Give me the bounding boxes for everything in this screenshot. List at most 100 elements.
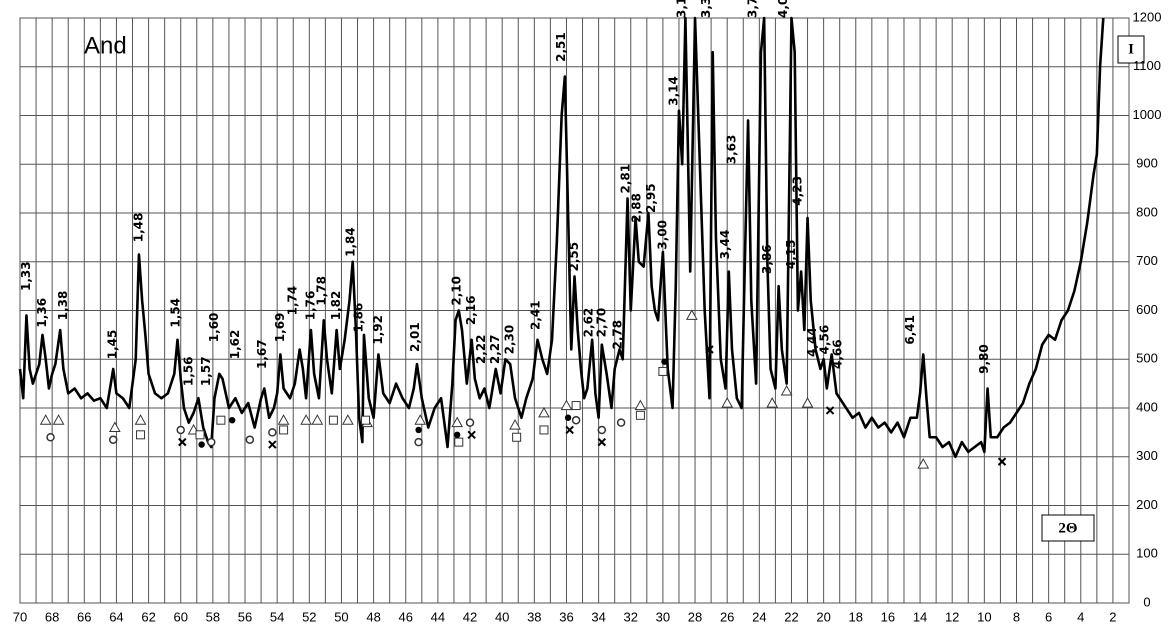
phase-marker <box>705 345 714 354</box>
peak-label: 1,60 <box>207 313 221 343</box>
peak-label: 4,56 <box>818 325 832 355</box>
phase-marker <box>414 414 427 425</box>
x-tick-label: 68 <box>45 609 59 624</box>
phase-marker <box>415 426 422 434</box>
peak-label: 4,15 <box>784 239 798 269</box>
peak-label: 2,78 <box>610 320 624 350</box>
phase-marker <box>451 416 464 428</box>
phase-marker <box>766 397 779 408</box>
phase-marker <box>509 419 521 430</box>
x-tick-label: 20 <box>816 609 830 624</box>
phase-marker <box>997 457 1007 466</box>
peak-label: 2,01 <box>408 322 422 352</box>
phase-marker <box>685 309 698 320</box>
peak-label: 1,78 <box>315 276 329 306</box>
peak-label: 1,54 <box>168 298 182 328</box>
phase-marker <box>780 384 793 396</box>
peak-label: 4,66 <box>831 339 845 369</box>
phase-marker <box>453 431 461 439</box>
phase-marker <box>661 358 668 365</box>
x-tick-label: 52 <box>302 609 316 624</box>
peak-label: 2,88 <box>630 193 644 223</box>
phase-marker <box>634 399 647 411</box>
x-tick-label: 8 <box>1013 609 1020 624</box>
phase-marker <box>136 430 146 440</box>
x-tick-label: 28 <box>688 609 702 624</box>
y-tick-label: 1100 <box>1133 58 1161 73</box>
phase-marker <box>198 441 205 448</box>
peak-label: 4,44 <box>805 327 819 357</box>
phase-marker <box>560 399 573 411</box>
peak-label: 2,95 <box>644 183 658 213</box>
peak-label: 2,55 <box>567 242 581 272</box>
phase-marker <box>538 406 550 418</box>
x-tick-label: 12 <box>945 609 959 624</box>
peak-label: 2,70 <box>594 308 608 338</box>
y-tick-label: 400 <box>1136 399 1158 414</box>
x-tick-label: 56 <box>238 609 252 624</box>
peak-label: 3,14 <box>667 76 681 106</box>
peak-label: 1,67 <box>255 339 269 369</box>
y-tick-label: 800 <box>1136 204 1158 219</box>
peak-label: 2,22 <box>474 335 488 365</box>
phase-marker <box>216 415 226 425</box>
phase-marker <box>565 425 574 435</box>
phase-marker <box>178 437 187 447</box>
phase-marker <box>917 458 930 469</box>
phase-marker <box>277 414 290 425</box>
phase-marker <box>454 437 464 447</box>
x-tick-label: 48 <box>366 609 380 624</box>
peak-label: 1,33 <box>19 261 33 291</box>
phase-marker <box>825 406 835 415</box>
x-box-label: 2Θ <box>1058 520 1077 536</box>
x-tick-label: 50 <box>334 609 348 624</box>
y-tick-label: 300 <box>1136 448 1158 463</box>
peak-label: 6,41 <box>903 315 917 345</box>
peak-label: 1,92 <box>371 315 385 345</box>
peak-label: 3,00 <box>655 220 669 250</box>
phase-marker <box>176 425 185 435</box>
peak-label: 2,51 <box>554 32 568 62</box>
y-box-label: I <box>1128 41 1134 57</box>
phase-marker <box>801 397 814 408</box>
x-tick-label: 62 <box>141 609 155 624</box>
phase-marker <box>52 414 65 425</box>
peak-label: 3,32 <box>699 0 713 18</box>
phase-marker <box>571 401 581 411</box>
peak-label: 1,82 <box>329 291 343 321</box>
peak-label: 1,48 <box>131 213 145 243</box>
phase-marker <box>635 410 645 420</box>
x-tick-label: 22 <box>784 609 798 624</box>
phase-marker <box>268 428 277 437</box>
x-tick-label: 66 <box>77 609 91 624</box>
phase-marker <box>39 414 52 425</box>
phase-marker <box>658 366 668 376</box>
peak-label: 2,81 <box>618 164 632 194</box>
phase-marker <box>228 416 236 424</box>
phase-marker <box>616 418 626 427</box>
x-tick-label: 34 <box>591 609 605 624</box>
y-tick-label: 100 <box>1136 546 1158 561</box>
x-tick-label: 18 <box>849 609 863 624</box>
phase-marker <box>207 437 216 447</box>
phase-marker <box>134 414 147 425</box>
x-tick-label: 26 <box>720 609 734 624</box>
peak-label: 1,56 <box>181 356 195 386</box>
phase-marker <box>564 414 572 421</box>
peak-label: 1,84 <box>344 227 358 257</box>
peak-label: 3,17 <box>675 0 689 18</box>
phase-marker <box>245 435 255 444</box>
diffraction-trace <box>18 16 1105 459</box>
x-tick-label: 30 <box>656 609 670 624</box>
x-tick-label: 6 <box>1045 609 1052 624</box>
peak-label: 4,04 <box>776 0 790 18</box>
phase-marker <box>571 415 581 425</box>
x-tick-label: 58 <box>206 609 220 624</box>
peak-label: 2,10 <box>450 276 464 306</box>
x-tick-label: 2 <box>1109 609 1116 624</box>
peak-label: 1,57 <box>199 356 213 386</box>
y-tick-label: 1200 <box>1133 9 1162 24</box>
y-tick-label: 1000 <box>1133 107 1162 122</box>
phase-marker <box>108 421 121 432</box>
